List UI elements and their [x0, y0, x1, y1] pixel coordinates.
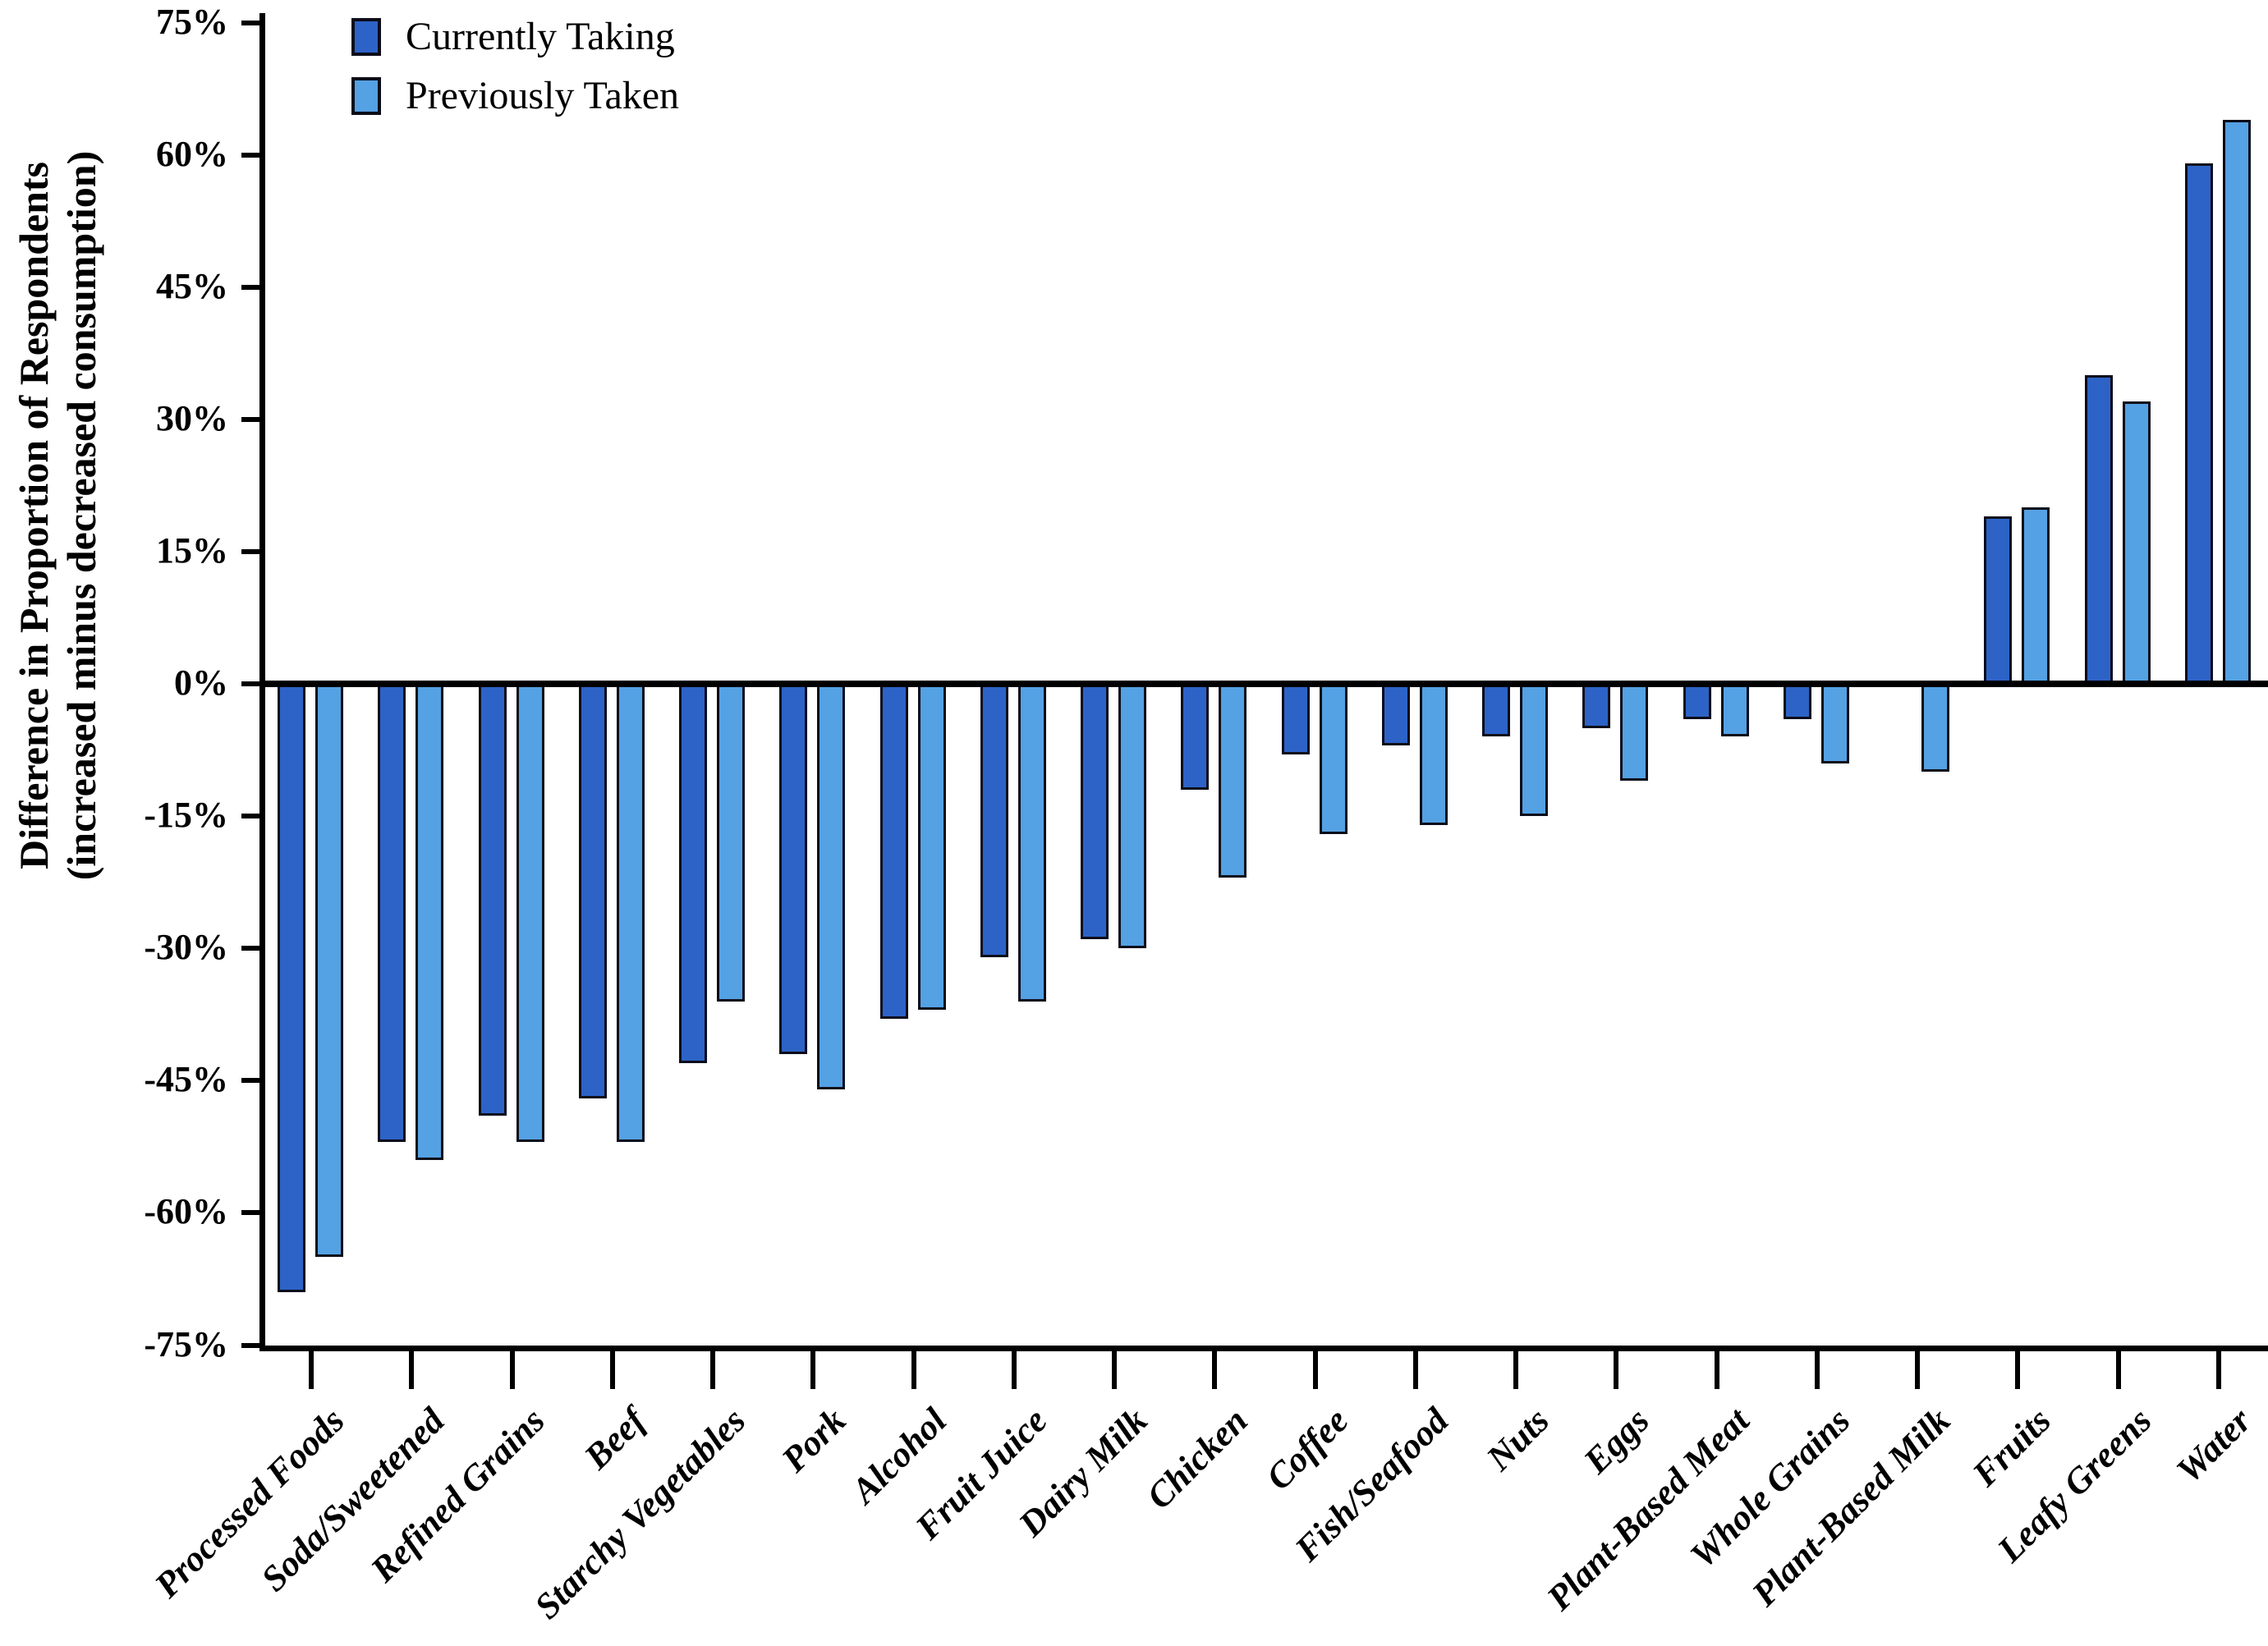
x-axis-tick	[911, 1351, 916, 1389]
bar-currently-taking	[1081, 682, 1109, 940]
x-axis-tick	[2115, 1351, 2121, 1389]
bar-previously-taken	[315, 682, 343, 1258]
bar-previously-taken	[1419, 682, 1448, 825]
y-axis-tick-label: 60%	[156, 133, 228, 174]
y-axis-tick-label: -30%	[144, 927, 228, 968]
y-axis-tick	[241, 1078, 264, 1084]
x-axis-tick	[1814, 1351, 1820, 1389]
y-axis-tick-label: 15%	[156, 530, 228, 571]
x-axis-category-label: Coffee	[1258, 1400, 1356, 1498]
y-axis-tick	[241, 20, 264, 25]
y-axis-tick	[241, 681, 264, 686]
y-axis-tick-label: -15%	[144, 795, 228, 836]
bar-currently-taking	[2084, 375, 2113, 685]
bar-previously-taken	[1720, 682, 1749, 737]
bar-currently-taking	[1984, 516, 2013, 685]
bar-previously-taken	[2022, 507, 2050, 685]
y-axis-tick	[241, 946, 264, 951]
bar-currently-taking	[679, 682, 708, 1063]
bar-currently-taking	[1181, 682, 1210, 790]
zero-baseline	[259, 681, 2268, 687]
x-axis-tick	[1312, 1351, 1318, 1389]
y-axis-tick	[241, 1210, 264, 1216]
x-axis-category-label: Pork	[774, 1400, 854, 1480]
x-axis-category-label: Chicken	[1138, 1400, 1256, 1517]
bar-currently-taking	[378, 682, 406, 1143]
x-axis-category-label: Refined Grains	[363, 1400, 553, 1590]
bar-currently-taking	[879, 682, 908, 1020]
bar-currently-taking	[1281, 682, 1310, 754]
bar-previously-taken	[1319, 682, 1347, 834]
x-axis-tick	[710, 1351, 716, 1389]
y-axis-tick	[241, 416, 264, 422]
x-axis-tick	[810, 1351, 816, 1389]
y-axis-tick	[241, 814, 264, 819]
bar-currently-taking	[278, 682, 305, 1293]
x-axis-tick	[409, 1351, 415, 1389]
y-axis-tick-label: -75%	[144, 1323, 228, 1364]
x-axis-tick	[1714, 1351, 1719, 1389]
x-axis-category-label: Nuts	[1478, 1400, 1557, 1479]
x-axis-tick	[1212, 1351, 1218, 1389]
bar-previously-taken	[717, 682, 746, 1002]
x-axis-category-label: Fruits	[1964, 1400, 2059, 1494]
x-axis-tick	[1915, 1351, 1921, 1389]
x-axis-category-label: Eggs	[1576, 1400, 1657, 1482]
bar-previously-taken	[616, 682, 645, 1143]
bar-currently-taking	[478, 682, 507, 1116]
x-axis-tick	[2015, 1351, 2021, 1389]
bar-previously-taken	[1219, 682, 1247, 878]
x-axis-tick	[1011, 1351, 1017, 1389]
legend-swatch-currently-taking	[351, 18, 381, 56]
x-axis-tick	[309, 1351, 314, 1389]
bar-previously-taken	[415, 682, 444, 1160]
legend-swatch-previously-taken	[351, 77, 381, 115]
bar-currently-taking	[1683, 682, 1711, 719]
bar-currently-taking	[1783, 682, 1811, 719]
x-axis-tick	[509, 1351, 515, 1389]
bar-previously-taken	[1118, 682, 1147, 949]
bar-previously-taken	[1620, 682, 1649, 782]
bar-previously-taken	[1520, 682, 1549, 817]
x-axis-tick	[1513, 1351, 1519, 1389]
legend-label-previously-taken: Previously Taken	[406, 74, 680, 117]
bar-currently-taking	[2184, 163, 2213, 685]
bar-previously-taken	[1921, 682, 1950, 773]
bar-previously-taken	[2122, 401, 2151, 685]
x-axis-category-label: Water	[2169, 1400, 2260, 1491]
bar-previously-taken	[516, 682, 544, 1143]
y-axis-tick	[241, 284, 264, 290]
x-axis-line	[259, 1346, 2268, 1351]
y-axis-tick-label: 30%	[156, 397, 228, 438]
y-axis-tick	[241, 1342, 264, 1348]
bar-currently-taking	[1582, 682, 1611, 728]
bar-previously-taken	[817, 682, 846, 1090]
x-axis-category-label: Beef	[576, 1400, 654, 1478]
bar-currently-taking	[578, 682, 607, 1098]
bar-previously-taken	[1017, 682, 1046, 1002]
bar-currently-taking	[1482, 682, 1511, 737]
y-axis-tick-label: 45%	[156, 265, 228, 306]
x-axis-tick	[1614, 1351, 1619, 1389]
bar-currently-taking	[1381, 682, 1410, 746]
x-axis-tick	[1412, 1351, 1418, 1389]
bar-currently-taking	[980, 682, 1008, 957]
y-axis-tick-label: 75%	[156, 1, 228, 42]
y-axis-tick-label: 0%	[174, 663, 228, 703]
bar-currently-taking	[779, 682, 808, 1055]
y-axis-tick-label: -45%	[144, 1059, 228, 1100]
bar-previously-taken	[2222, 119, 2251, 685]
x-axis-tick	[609, 1351, 615, 1389]
bar-previously-taken	[1820, 682, 1849, 763]
legend-label-currently-taking: Currently Taking	[406, 15, 675, 58]
y-axis-tick-label: -60%	[144, 1191, 228, 1232]
y-axis-tick	[241, 548, 264, 554]
x-axis-tick	[2215, 1351, 2221, 1389]
y-axis-tick	[241, 152, 264, 158]
bar-previously-taken	[917, 682, 946, 1011]
x-axis-tick	[1112, 1351, 1118, 1389]
